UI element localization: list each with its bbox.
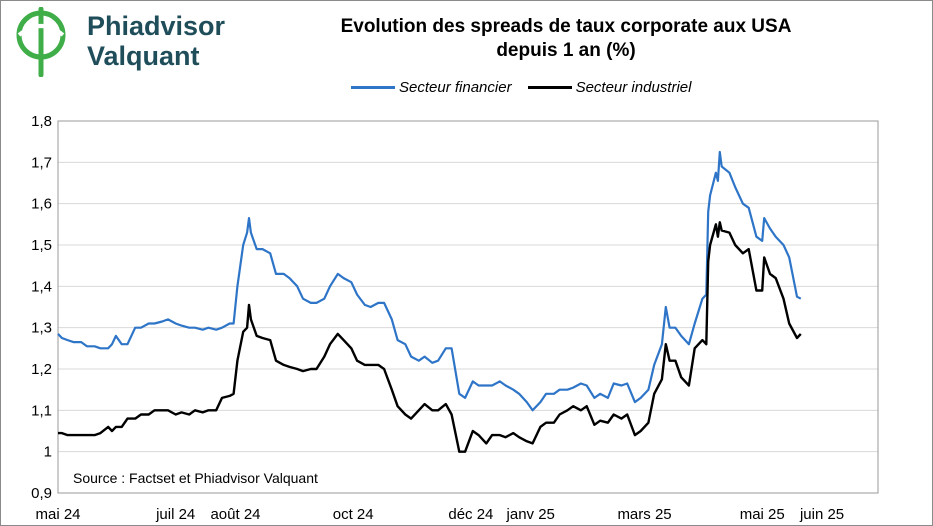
- series-line-financier: [57, 150, 802, 412]
- source-note: Source : Factset et Phiadvisor Valquant: [73, 470, 318, 486]
- logo-line1: Phiadvisor: [87, 11, 226, 41]
- y-tick-label: 1,5: [31, 237, 52, 254]
- y-tick-label: 1,8: [31, 113, 52, 130]
- y-tick-label: 1,1: [31, 402, 52, 419]
- legend-label-financier: Secteur financier: [399, 79, 512, 96]
- phiadvisor-logo: Phiadvisor Valquant: [9, 6, 259, 78]
- x-tick-label: juil 24: [155, 506, 195, 523]
- legend-swatch-industriel: [527, 86, 572, 89]
- y-tick-label: 1,4: [31, 278, 52, 295]
- y-axis-ticks: 0,9 1 1,1 1,2 1,3 1,4 1,5 1,6 1,7 1,8: [31, 113, 52, 502]
- logo-line2: Valquant: [87, 41, 200, 71]
- y-tick-label: 1,2: [31, 361, 52, 378]
- y-tick-label: 1,6: [31, 196, 52, 213]
- y-tick-label: 1,7: [31, 154, 52, 171]
- chart-title: Evolution des spreads de taux corporate …: [286, 15, 846, 63]
- x-tick-label: mai 25: [740, 506, 785, 523]
- legend-item-financier: Secteur financier: [351, 79, 512, 96]
- grid-lines: [58, 161, 878, 453]
- legend-swatch-financier: [351, 86, 395, 89]
- logo-wordmark: Phiadvisor Valquant: [87, 11, 225, 71]
- series-line-industriel: [58, 221, 802, 453]
- x-tick-label: juin 25: [799, 506, 844, 523]
- legend-label-industriel: Secteur industriel: [575, 79, 692, 96]
- chart-title-line1: Evolution des spreads de taux corporate …: [340, 16, 792, 37]
- chart-title-line2: depuis 1 an (%): [496, 40, 636, 61]
- legend-item-industriel: Secteur industriel: [527, 79, 692, 96]
- phi-logo-icon: [16, 6, 66, 78]
- plot-area-border: [57, 120, 879, 494]
- x-tick-label: janv 25: [506, 506, 555, 523]
- x-axis-ticks: mai 24 juil 24 août 24 oct 24 déc 24 janv 25 m…: [35, 506, 844, 523]
- x-tick-label: mars 25: [617, 506, 671, 523]
- chart-legend: Secteur financier Secteur industriel: [351, 79, 707, 96]
- x-tick-label: oct 24: [333, 506, 374, 523]
- x-tick-label: déc 24: [448, 506, 493, 523]
- y-tick-label: 0,9: [31, 485, 52, 502]
- y-tick-label: 1,3: [31, 320, 52, 337]
- x-tick-label: mai 24: [35, 506, 80, 523]
- y-tick-label: 1: [44, 444, 52, 461]
- series-lines: [57, 150, 802, 453]
- x-tick-label: août 24: [210, 506, 260, 523]
